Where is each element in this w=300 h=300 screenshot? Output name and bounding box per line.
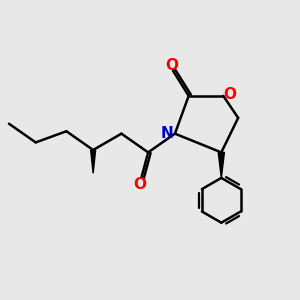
Text: O: O [133,177,146,192]
Text: O: O [224,87,237,102]
Text: N: N [161,126,174,141]
Polygon shape [218,152,224,178]
Text: O: O [165,58,178,73]
Polygon shape [91,150,96,173]
